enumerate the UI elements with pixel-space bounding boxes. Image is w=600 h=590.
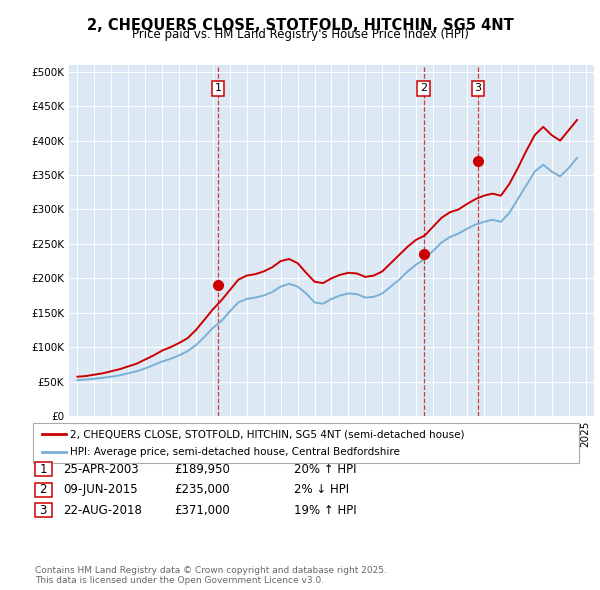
Text: 09-JUN-2015: 09-JUN-2015	[63, 483, 137, 496]
Text: 2: 2	[40, 483, 47, 496]
Text: 22-AUG-2018: 22-AUG-2018	[63, 504, 142, 517]
Text: Contains HM Land Registry data © Crown copyright and database right 2025.
This d: Contains HM Land Registry data © Crown c…	[35, 566, 386, 585]
Text: 2, CHEQUERS CLOSE, STOTFOLD, HITCHIN, SG5 4NT (semi-detached house): 2, CHEQUERS CLOSE, STOTFOLD, HITCHIN, SG…	[70, 430, 465, 440]
Text: 20% ↑ HPI: 20% ↑ HPI	[294, 463, 356, 476]
Text: £189,950: £189,950	[174, 463, 230, 476]
Text: £235,000: £235,000	[174, 483, 230, 496]
Text: 1: 1	[40, 463, 47, 476]
Text: Price paid vs. HM Land Registry's House Price Index (HPI): Price paid vs. HM Land Registry's House …	[131, 28, 469, 41]
Text: 2: 2	[420, 83, 427, 93]
Text: 3: 3	[40, 504, 47, 517]
Text: 2% ↓ HPI: 2% ↓ HPI	[294, 483, 349, 496]
Text: 2, CHEQUERS CLOSE, STOTFOLD, HITCHIN, SG5 4NT: 2, CHEQUERS CLOSE, STOTFOLD, HITCHIN, SG…	[86, 18, 514, 32]
Text: 3: 3	[475, 83, 481, 93]
Text: £371,000: £371,000	[174, 504, 230, 517]
Text: HPI: Average price, semi-detached house, Central Bedfordshire: HPI: Average price, semi-detached house,…	[70, 447, 400, 457]
Text: 25-APR-2003: 25-APR-2003	[63, 463, 139, 476]
Text: 1: 1	[215, 83, 221, 93]
Text: 19% ↑ HPI: 19% ↑ HPI	[294, 504, 356, 517]
